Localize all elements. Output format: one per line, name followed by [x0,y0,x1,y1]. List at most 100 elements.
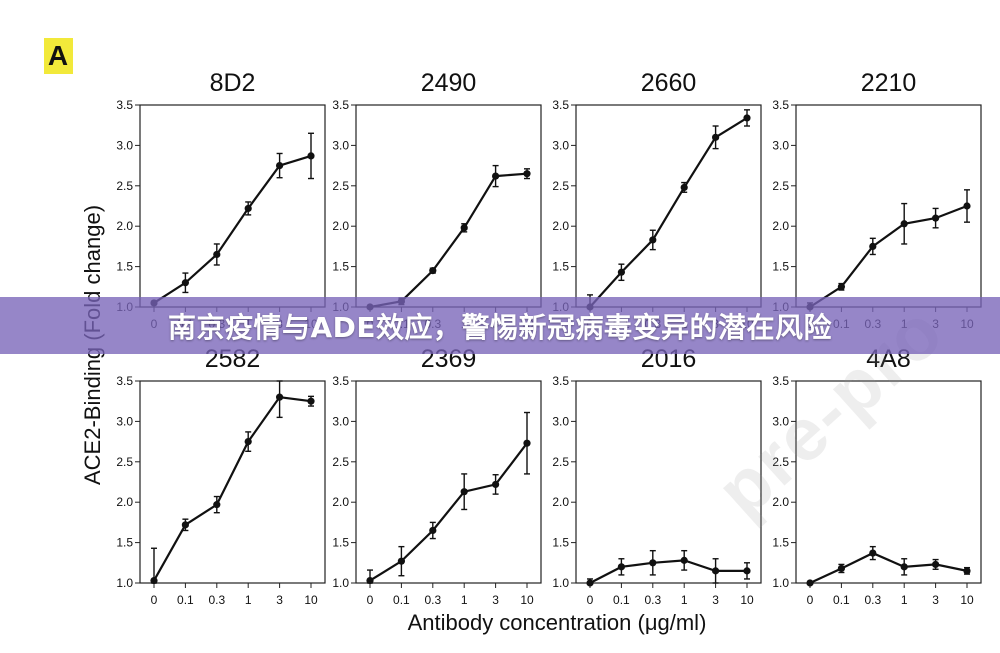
data-point [460,488,468,496]
x-tick-label: 0.1 [177,593,194,607]
data-point [523,170,531,178]
y-tick-label: 1.5 [552,260,569,274]
y-tick-label: 2.5 [116,179,133,193]
data-point [213,250,221,259]
data-point [743,567,751,575]
series-line [369,172,528,309]
x-tick-label: 0.3 [644,593,661,607]
data-point [460,224,468,232]
panel-title: 2660 [641,69,697,97]
y-tick-label: 3.5 [332,98,349,112]
y-tick-label: 3.5 [772,374,789,388]
y-tick-label: 2.0 [772,495,789,509]
y-tick-label: 2.5 [332,455,349,469]
panel-letter-highlight [44,38,73,74]
plot-frame [355,104,542,308]
x-tick-label: 10 [520,593,534,607]
data-point [276,393,284,401]
data-point [307,397,315,405]
x-tick-label: 1 [461,593,468,607]
data-point [244,204,252,213]
y-tick-label: 3.5 [332,374,349,388]
x-tick-label: 0 [587,593,594,607]
x-tick-label: 10 [960,593,974,607]
data-point [932,214,940,222]
y-tick-label: 1.5 [116,536,133,550]
panel-letter: A [48,40,68,71]
x-axis-title: Antibody concentration (μg/ml) [408,610,707,635]
data-point [586,579,594,587]
y-tick-label: 2.0 [332,495,349,509]
y-tick-label: 3.0 [552,138,569,152]
x-tick-label: 1 [245,593,252,607]
data-point [712,133,720,141]
y-tick-label: 3.5 [116,374,133,388]
plot-frame [795,380,982,584]
y-tick-label: 3.0 [116,414,133,428]
x-tick-label: 3 [932,593,939,607]
y-tick-label: 1.5 [332,260,349,274]
y-tick-label: 3.5 [552,98,569,112]
data-point [743,114,751,122]
data-point [806,579,814,587]
data-point [181,521,189,529]
data-point [963,567,971,575]
data-point [680,183,688,192]
data-point [213,501,221,509]
y-tick-label: 1.0 [332,576,349,590]
x-tick-label: 3 [276,593,283,607]
data-point [181,279,189,287]
x-tick-label: 0.1 [393,593,410,607]
series-line [153,395,312,582]
x-tick-label: 0.1 [833,593,850,607]
y-tick-label: 3.5 [772,98,789,112]
y-tick-label: 2.5 [552,455,569,469]
x-tick-label: 0.1 [613,593,630,607]
y-tick-label: 2.5 [772,179,789,193]
panel-title: 2210 [861,69,917,97]
x-tick-label: 1 [681,593,688,607]
panel-title: 2490 [421,69,477,97]
x-tick-label: 0.3 [424,593,441,607]
y-tick-label: 2.5 [116,455,133,469]
y-tick-label: 3.0 [116,138,133,152]
y-tick-label: 3.0 [772,138,789,152]
plot-frame [139,104,326,308]
y-tick-label: 1.5 [772,536,789,550]
y-tick-label: 2.0 [332,219,349,233]
data-point [523,439,531,447]
y-tick-label: 2.5 [332,179,349,193]
x-tick-label: 0.3 [864,593,881,607]
x-tick-label: 0 [807,593,814,607]
data-point [276,162,284,170]
y-tick-label: 2.5 [772,455,789,469]
y-tick-label: 2.0 [552,219,569,233]
x-tick-label: 3 [712,593,719,607]
y-tick-label: 1.0 [116,576,133,590]
x-tick-label: 0.3 [208,593,225,607]
x-tick-label: 0 [367,593,374,607]
data-point [150,576,158,585]
y-tick-label: 3.0 [332,138,349,152]
plot-frame [355,380,542,584]
data-point [307,152,315,160]
y-tick-label: 1.5 [116,260,133,274]
data-point [963,202,971,210]
y-tick-label: 1.5 [772,260,789,274]
y-tick-label: 3.5 [116,98,133,112]
data-point [492,172,500,180]
series-line [589,559,747,584]
x-tick-label: 3 [492,593,499,607]
data-point [649,559,657,567]
x-tick-label: 0 [151,593,158,607]
series-line [589,116,748,308]
data-point [680,556,688,564]
y-tick-label: 1.5 [332,536,349,550]
data-point [712,567,720,575]
data-point [869,549,877,557]
